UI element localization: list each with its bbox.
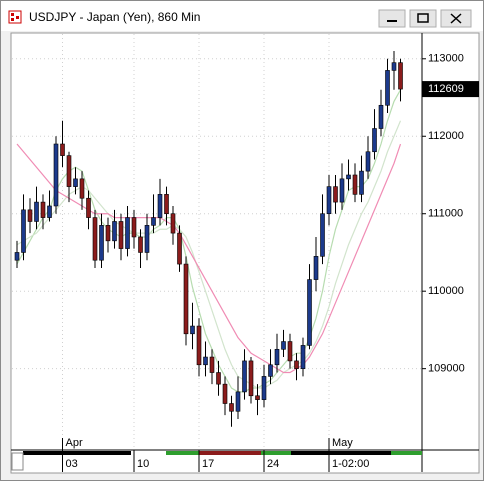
candle-body <box>242 360 247 393</box>
candle-body <box>131 217 137 238</box>
x-tick-label: 03 <box>66 458 78 470</box>
candle-body <box>274 348 280 366</box>
candle-body <box>365 151 371 172</box>
candle-body <box>235 391 241 412</box>
candle-body <box>313 256 319 280</box>
y-tick-label: 112000 <box>428 130 464 142</box>
candle-body <box>125 217 130 249</box>
candle-body <box>320 213 325 257</box>
y-tick-label: 113000 <box>428 53 464 65</box>
moving-average <box>16 143 402 374</box>
candle-body <box>326 186 332 215</box>
x-tick-label: 10 <box>137 458 149 470</box>
candle-body <box>99 225 104 261</box>
y-tick-label: 111000 <box>428 208 463 220</box>
candle-body <box>248 360 254 397</box>
candle-body <box>151 217 156 226</box>
month-label: May <box>332 437 353 449</box>
candle-body <box>359 170 364 195</box>
candle-body <box>47 205 52 218</box>
x-tick-label: 24 <box>267 458 279 470</box>
minimize-button[interactable] <box>378 9 406 28</box>
maximize-button[interactable] <box>409 9 437 28</box>
candle-body <box>300 345 306 369</box>
candle-body <box>261 376 267 400</box>
candle-body <box>398 62 403 90</box>
month-label: Apr <box>66 437 83 449</box>
candle-body <box>86 197 91 218</box>
candle-body <box>164 194 169 215</box>
candle-body <box>112 221 117 242</box>
candle-body <box>255 395 260 400</box>
scroll-box[interactable] <box>11 452 24 471</box>
candle-body <box>118 221 124 249</box>
candle-body <box>307 279 312 346</box>
candle-body <box>53 143 59 207</box>
candle-body <box>352 174 358 195</box>
moving-average <box>16 89 402 393</box>
candle-body <box>14 252 20 261</box>
candle-body <box>287 341 293 362</box>
candle-body <box>346 174 351 180</box>
candle-body <box>27 209 33 222</box>
candle-body <box>105 225 111 242</box>
candle-body <box>268 364 273 377</box>
candle-body <box>79 178 85 199</box>
candle-body <box>339 178 345 203</box>
candle-body <box>209 356 215 373</box>
candle-body <box>157 194 163 218</box>
candle-body <box>281 341 286 350</box>
candle-body <box>294 360 299 369</box>
candle-body <box>34 201 39 222</box>
candle-body <box>66 155 72 187</box>
last-price-box <box>422 81 479 98</box>
last-price-label: 112609 <box>428 83 464 95</box>
x-tick-label: 1-02:00 <box>332 458 369 470</box>
close-button[interactable] <box>440 9 472 28</box>
candle-body <box>40 201 46 218</box>
candle-body <box>378 104 384 129</box>
candle-body <box>385 70 390 106</box>
y-tick-label: 109000 <box>428 363 465 375</box>
candle-body <box>391 62 397 71</box>
candle-body <box>92 217 98 261</box>
candle-body <box>196 325 202 366</box>
candle-body <box>138 236 143 253</box>
candle-body <box>203 356 208 366</box>
chart-frame <box>10 32 480 474</box>
app-icon <box>8 10 22 24</box>
session-strip <box>23 451 422 455</box>
candle-body <box>216 372 221 385</box>
candle-body <box>333 186 338 203</box>
candle-body <box>229 403 234 412</box>
candle-body <box>144 225 150 253</box>
candle-body <box>60 143 65 156</box>
candle-body <box>21 209 26 253</box>
candle-body <box>73 178 78 187</box>
y-tick-label: 110000 <box>428 285 464 297</box>
chart-title: USDJPY - Japan (Yen), 860 Min <box>29 10 200 24</box>
candle-body <box>177 232 182 265</box>
x-tick-label: 17 <box>202 458 214 470</box>
candle-body <box>183 263 189 335</box>
candle-body <box>190 325 195 335</box>
candle-body <box>170 213 176 234</box>
candle-body <box>222 383 228 404</box>
candle-body <box>372 128 377 153</box>
